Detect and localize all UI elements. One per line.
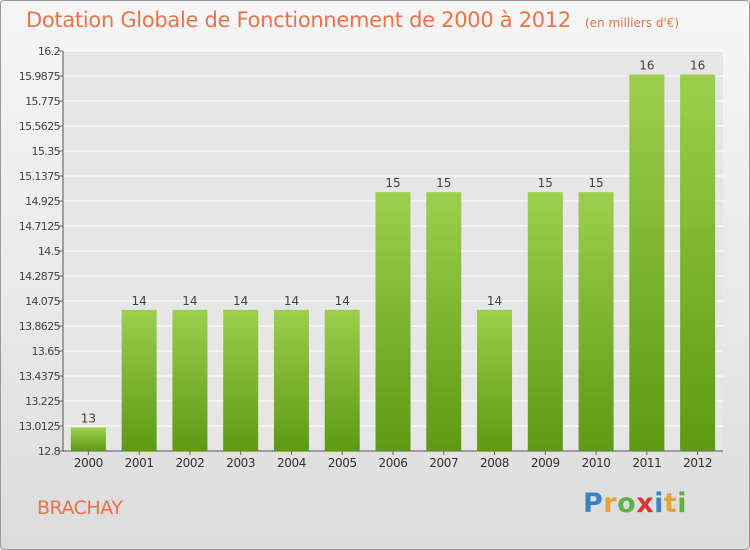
y-tick-label: 16.2: [38, 45, 60, 58]
x-tick-label: 2008: [480, 456, 509, 470]
x-tick-label: 2009: [531, 456, 560, 470]
commune-name: BRACHAY: [37, 497, 123, 519]
bar: [578, 192, 614, 452]
bar-value-label: 14: [233, 294, 248, 308]
bar: [426, 192, 462, 452]
bar-value-label: 14: [284, 294, 299, 308]
x-tick-label: 2005: [328, 456, 357, 470]
bar-value-label: 14: [132, 294, 147, 308]
y-tick-label: 13.8625: [19, 320, 61, 333]
bar: [223, 309, 259, 451]
bar: [172, 309, 208, 451]
bar: [121, 309, 157, 451]
bar: [527, 192, 563, 452]
y-tick-label: 12.8: [38, 445, 61, 458]
logo-letter: x: [636, 488, 655, 519]
bar-value-label: 14: [182, 294, 197, 308]
chart-subtitle: (en milliers d'€): [584, 16, 680, 30]
x-tick-label: 2006: [379, 456, 408, 470]
y-tick-label: 13.0125: [19, 420, 61, 433]
bar-value-label: 15: [436, 176, 451, 190]
logo-letter: r: [603, 488, 618, 519]
bar: [375, 192, 411, 452]
logo-letter: i: [654, 488, 664, 519]
chart-title-text: Dotation Globale de Fonctionnement de 20…: [26, 8, 571, 32]
y-tick-label: 14.5: [38, 245, 61, 258]
y-tick-label: 15.9875: [19, 70, 61, 83]
logo-letter: P: [583, 488, 604, 519]
x-tick-label: 2010: [582, 456, 611, 470]
bar-value-label: 15: [385, 176, 400, 190]
bar-value-label: 15: [538, 176, 553, 190]
bar-value-label: 15: [588, 176, 603, 190]
proxiti-logo: Proxiti: [583, 488, 687, 519]
x-tick-label: 2007: [429, 456, 458, 470]
bar: [477, 309, 513, 451]
y-tick-label: 13.225: [25, 395, 60, 408]
bar: [629, 74, 665, 451]
bar-value-label: 14: [335, 294, 350, 308]
bar: [70, 427, 106, 451]
y-tick-label: 15.775: [25, 95, 60, 108]
y-tick-label: 15.5625: [19, 120, 61, 133]
bar: [273, 309, 309, 451]
bar: [324, 309, 360, 451]
y-tick-label: 14.075: [25, 295, 60, 308]
y-tick-label: 13.65: [32, 345, 61, 358]
y-tick-label: 15.1375: [19, 170, 61, 183]
x-tick-label: 2002: [175, 456, 204, 470]
bar-value-label: 13: [81, 411, 96, 425]
y-tick-label: 15.35: [32, 145, 61, 158]
x-tick-label: 2004: [277, 456, 306, 470]
logo-letter: o: [617, 488, 637, 519]
bar-value-label: 14: [487, 294, 502, 308]
y-tick-label: 13.4375: [19, 370, 61, 383]
bar: [680, 74, 716, 451]
x-tick-label: 2003: [226, 456, 255, 470]
y-tick-label: 14.2875: [19, 270, 61, 283]
logo-letter: i: [677, 488, 688, 519]
x-tick-label: 2001: [125, 456, 154, 470]
bar-value-label: 16: [639, 59, 654, 73]
logo-letter: t: [663, 488, 678, 519]
bar-value-label: 16: [690, 59, 705, 73]
chart-title: Dotation Globale de Fonctionnement de 20…: [26, 8, 679, 32]
y-tick-label: 14.7125: [19, 220, 61, 233]
x-tick-label: 2012: [683, 456, 712, 470]
x-tick-label: 2000: [74, 456, 103, 470]
y-tick-label: 14.925: [25, 195, 60, 208]
x-tick-label: 2011: [632, 456, 661, 470]
